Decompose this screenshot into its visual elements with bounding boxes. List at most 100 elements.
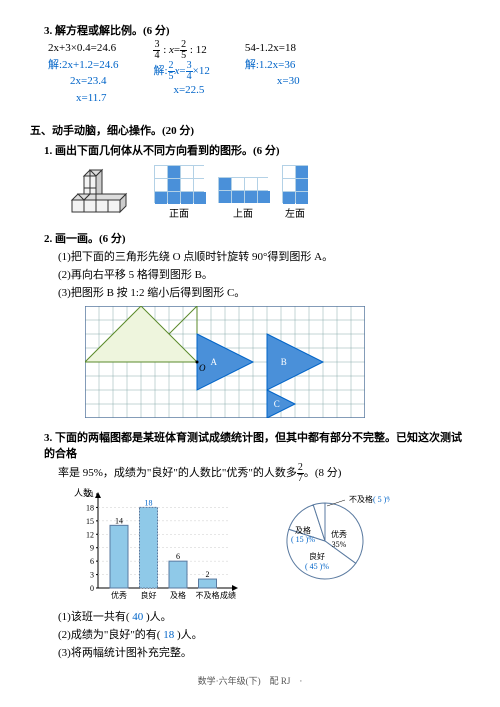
a2v: 18 [163,629,174,641]
grid-cell [219,191,231,203]
eq2-line1: 解:25x=34×12 [153,61,209,82]
grid-cell [296,192,308,204]
grid-cell [194,179,206,191]
cube-views-row: 正面 上面 左面 [70,162,470,220]
grid-cell [245,191,257,203]
grid-cell [258,191,270,203]
grid-cell [194,166,206,178]
q5-2-p2: (2)再向右平移 5 格得到图形 B。 [58,266,470,282]
svg-text:O: O [199,363,206,373]
svg-text:优秀: 优秀 [331,529,347,539]
grid-cell [168,179,180,191]
eq-col-3: 54-1.2x=18 解:1.2x=36 x=30 [245,40,300,106]
eq1-line1: 解:2x+1.2=24.6 [48,57,118,74]
view-front-wrap: 正面 [154,165,204,220]
svg-text:不及格( 5 )%: 不及格( 5 )% [349,494,390,504]
svg-text:15: 15 [86,517,94,526]
q5-3-a2: (2)成绩为"良好"的有( 18 )人。 [58,626,470,642]
grid-cell [155,179,167,191]
grid-cell [181,166,193,178]
bar-chart: 人数21181512963014优秀18良好6及格2不及格成绩 [70,486,240,606]
page-footer: 数学·六年级(下) 配 RJ · [30,674,470,687]
svg-text:2: 2 [206,570,210,579]
a2b: )人。 [174,629,202,641]
grid-cell [168,166,180,178]
grid-cell [232,191,244,203]
grid-cell [296,166,308,178]
charts-row: 人数21181512963014优秀18良好6及格2不及格成绩 优秀35%良好(… [70,486,470,606]
grid-cell [245,178,257,190]
q5-3-title1: 3. 下面的两幅图都是某班体育测试成绩统计图，但其中都有部分不完整。已知这次测试… [44,429,470,461]
q5-3-a1: (1)该班一共有( 40 )人。 [58,608,470,624]
grid-cell [258,178,270,190]
eq3-line0: 54-1.2x=18 [245,40,300,57]
eq1-line2: 2x=23.4 [48,73,118,90]
svg-text:良好: 良好 [141,590,157,600]
eq1-line3: x=11.7 [48,90,118,107]
svg-text:良好: 良好 [309,551,325,561]
grid-cell [181,192,193,204]
svg-text:及格: 及格 [170,590,186,600]
q5-3-t2a: 率是 95%，成绩为"良好"的人数比"优秀"的人数多 [58,467,297,479]
transform-grid: A B C O [85,306,365,418]
q5-2-title: 2. 画一画。(6 分) [44,230,470,246]
section5-title: 五、动手动脑，细心操作。(20 分) [30,122,470,138]
view-left [282,165,308,203]
eq-col-2: 34 : x=25 : 12 解:25x=34×12 x=22.5 [153,40,209,106]
svg-text:( 15 )%: ( 15 )% [291,535,315,544]
svg-text:6: 6 [90,557,94,566]
svg-text:B: B [281,357,287,367]
svg-text:12: 12 [86,530,94,539]
eq3-line2: x=30 [245,73,300,90]
grid-cell [181,179,193,191]
svg-text:A: A [211,357,218,367]
grid-cell [232,178,244,190]
q5-3-t2b: 。(8 分) [304,467,342,479]
eq2-line0: 34 : x=25 : 12 [153,40,209,61]
eq2-line2: x=22.5 [153,82,209,99]
svg-text:6: 6 [176,552,180,561]
svg-text:18: 18 [145,498,153,507]
q5-1-title: 1. 画出下面几何体从不同方向看到的图形。(6 分) [44,142,470,158]
svg-text:及格: 及格 [295,525,311,535]
eq-row: 2x+3×0.4=24.6 解:2x+1.2=24.6 2x=23.4 x=11… [48,40,470,106]
svg-text:35%: 35% [332,540,347,549]
eq1-line0: 2x+3×0.4=24.6 [48,40,118,57]
grid-cell [219,178,231,190]
a2a: (2)成绩为"良好"的有( [58,629,163,641]
view-top-label: 上面 [218,205,268,220]
a1a: (1)该班一共有( [58,611,132,623]
svg-text:( 45 )%: ( 45 )% [305,562,329,571]
view-front [154,165,204,203]
q5-3-a3: (3)将两幅统计图补充完整。 [58,644,470,660]
pie-chart: 优秀35% 良好( 45 )% 及格( 15 )% 不及格( 5 )% [260,486,390,596]
view-top [218,177,268,203]
grid-cell [283,179,295,191]
grid-cell [168,192,180,204]
grid-cell [155,192,167,204]
svg-text:3: 3 [90,571,94,580]
svg-text:C: C [274,399,280,409]
a1b: )人。 [143,611,171,623]
eq-col-1: 2x+3×0.4=24.6 解:2x+1.2=24.6 2x=23.4 x=11… [48,40,118,106]
svg-text:优秀: 优秀 [111,590,127,600]
q5-2-p1: (1)把下面的三角形先绕 O 点顺时针旋转 90°得到图形 A。 [58,248,470,264]
svg-text:21: 21 [86,490,94,499]
svg-text:9: 9 [90,544,94,553]
transform-grid-wrap: A B C O [85,306,470,421]
cube-3d [70,162,140,220]
grid-cell [283,192,295,204]
view-top-wrap: 上面 [218,177,268,220]
q3-title: 3. 解方程或解比例。(6 分) [44,22,470,38]
a1v: 40 [132,611,143,623]
q5-2-p3: (3)把图形 B 按 1:2 缩小后得到图形 C。 [58,284,470,300]
q5-3-title2: 率是 95%，成绩为"良好"的人数比"优秀"的人数多27。(8 分) [58,463,470,484]
grid-cell [194,192,206,204]
svg-text:14: 14 [115,516,123,525]
view-left-wrap: 左面 [282,165,308,220]
svg-text:成绩: 成绩 [220,590,236,600]
view-left-label: 左面 [282,205,308,220]
svg-text:0: 0 [90,584,94,593]
eq3-line1: 解:1.2x=36 [245,57,300,74]
grid-cell [296,179,308,191]
